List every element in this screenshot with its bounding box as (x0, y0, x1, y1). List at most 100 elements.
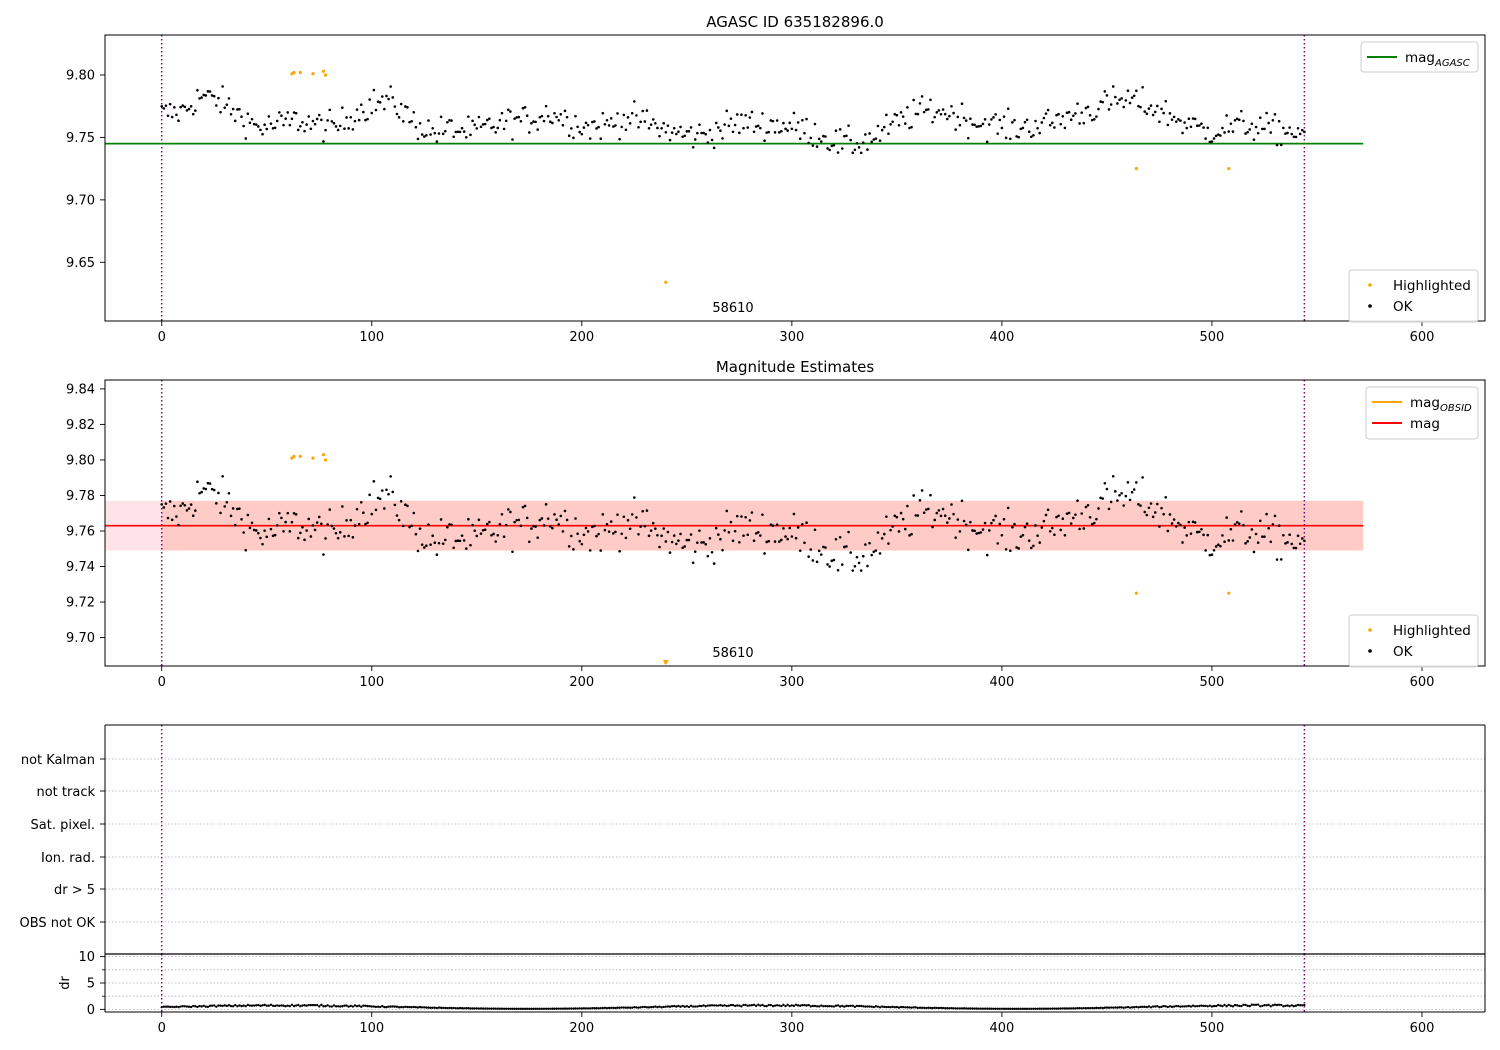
dr-point (820, 1004, 823, 1007)
ok-point (775, 523, 779, 527)
ok-point (712, 146, 716, 150)
ok-point (912, 98, 915, 102)
ok-point (687, 129, 691, 133)
ok-point (1216, 543, 1220, 546)
ok-point (1179, 119, 1182, 122)
ok-point (1044, 513, 1048, 517)
ok-point (1038, 541, 1042, 544)
dr-point (1076, 1007, 1079, 1010)
ok-point (1105, 94, 1109, 97)
ok-point (355, 507, 359, 511)
ok-point (1111, 475, 1115, 478)
legend-label-subscript: OBSID (1440, 403, 1472, 414)
ok-point (252, 122, 256, 126)
ok-point (832, 143, 836, 147)
dr-point (446, 1006, 449, 1010)
ok-point (822, 134, 825, 138)
dr-point (683, 1005, 686, 1008)
ok-point (761, 112, 764, 115)
ok-point (477, 115, 481, 119)
ok-point (1168, 513, 1172, 516)
ok-point (326, 119, 329, 122)
ok-point (374, 508, 378, 512)
dr-point (591, 1006, 594, 1010)
ok-point (666, 530, 670, 534)
ok-point (1034, 119, 1037, 123)
dr-point (198, 1004, 201, 1008)
dr-point (704, 1005, 707, 1008)
ok-point (1273, 113, 1277, 116)
dr-point (278, 1004, 281, 1008)
dr-point (824, 1004, 827, 1008)
ok-point (1006, 107, 1010, 111)
dr-point (1099, 1006, 1102, 1009)
dr-point (1128, 1006, 1132, 1009)
ok-point (164, 502, 168, 505)
ok-point (878, 139, 882, 142)
dr-point (290, 1003, 294, 1007)
ok-point (215, 104, 218, 107)
dr-point (815, 1005, 819, 1008)
ok-point (227, 491, 231, 495)
ok-point (542, 119, 546, 123)
dr-point (1126, 1005, 1130, 1009)
ok-point (385, 94, 388, 98)
ok-point (164, 104, 168, 107)
dr-point (1286, 1004, 1289, 1007)
ok-point (391, 490, 395, 494)
ok-point (494, 131, 497, 134)
ok-point (624, 536, 628, 540)
ok-point (1095, 115, 1098, 118)
ok-point (937, 109, 941, 112)
ok-point (315, 117, 319, 121)
ok-point (257, 125, 260, 128)
ok-point (952, 512, 955, 516)
dr-point (307, 1003, 310, 1007)
dr-point (939, 1006, 943, 1010)
ok-point (311, 524, 315, 527)
highlighted-point (1134, 167, 1138, 171)
ok-point (929, 493, 932, 497)
ok-point (874, 137, 878, 140)
ok-point (851, 151, 855, 155)
dr-point (1080, 1007, 1083, 1010)
dr-point (990, 1007, 993, 1010)
dr-point (486, 1007, 489, 1010)
ok-point (769, 523, 773, 526)
ok-point (1214, 134, 1218, 138)
ok-point (696, 541, 699, 544)
ok-point (322, 140, 325, 143)
dr-point (192, 1004, 195, 1008)
ok-point (891, 525, 894, 528)
ok-point (1298, 542, 1302, 546)
ok-point (1202, 533, 1205, 537)
dr-point (181, 1005, 184, 1008)
ok-point (977, 125, 981, 128)
ok-point (582, 533, 586, 537)
x-tick-label: 100 (359, 675, 384, 690)
ok-point (1040, 121, 1044, 124)
ok-point (1204, 137, 1207, 140)
ok-point (334, 125, 338, 128)
ok-point (464, 136, 468, 139)
ok-point (643, 524, 647, 528)
ok-point (685, 130, 689, 133)
ok-point (889, 123, 892, 126)
ok-point (420, 543, 424, 546)
ok-point (517, 518, 521, 522)
dr-point (504, 1007, 508, 1010)
ok-point (763, 139, 766, 143)
y-tick-label: 9.76 (66, 524, 95, 539)
dr-point (542, 1007, 546, 1010)
ok-point (742, 534, 745, 537)
ok-point (1147, 107, 1151, 110)
ok-point (1166, 123, 1170, 127)
dr-point (236, 1005, 239, 1008)
ok-point (1296, 126, 1300, 130)
ok-point (866, 148, 869, 151)
ok-point (525, 516, 529, 520)
dr-point (624, 1006, 628, 1009)
dr-point (412, 1005, 415, 1009)
ok-point (880, 128, 884, 132)
ok-point (341, 505, 344, 508)
